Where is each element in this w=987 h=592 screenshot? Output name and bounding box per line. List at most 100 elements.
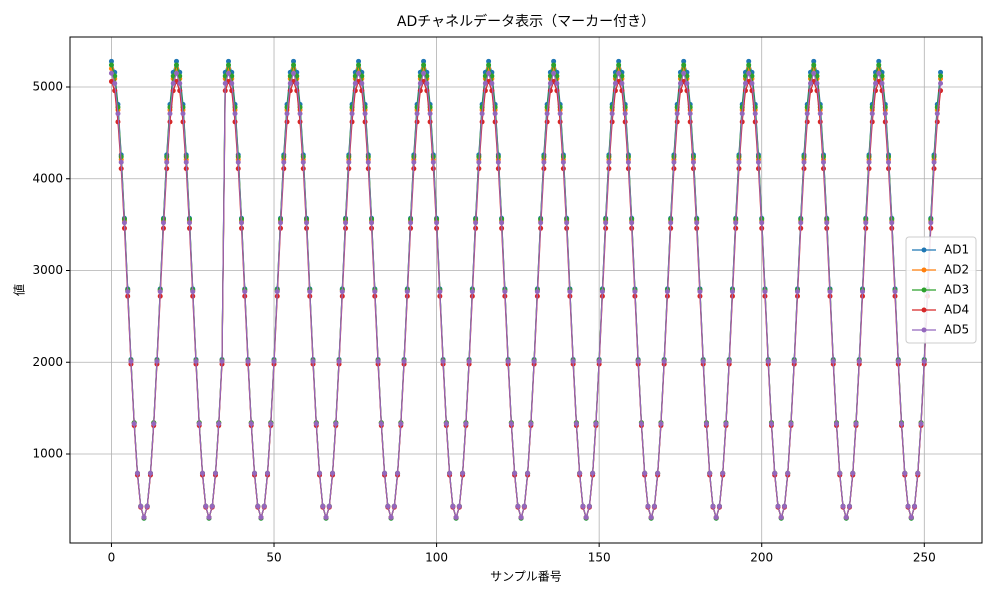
marker bbox=[177, 80, 183, 86]
marker bbox=[291, 58, 297, 64]
marker bbox=[869, 111, 875, 117]
chart-title: ADチャネルデータ表示（マーカー付き） bbox=[397, 13, 655, 30]
marker bbox=[827, 289, 833, 295]
marker bbox=[199, 470, 205, 476]
marker bbox=[551, 70, 557, 76]
marker bbox=[723, 421, 729, 427]
marker bbox=[154, 358, 160, 364]
legend-label: AD2 bbox=[944, 263, 969, 277]
marker bbox=[112, 80, 118, 86]
marker bbox=[762, 289, 768, 295]
marker bbox=[837, 470, 843, 476]
marker bbox=[173, 70, 179, 76]
marker bbox=[785, 470, 791, 476]
marker bbox=[378, 421, 384, 427]
marker bbox=[144, 503, 150, 509]
marker bbox=[899, 421, 905, 427]
marker bbox=[414, 111, 420, 117]
marker bbox=[265, 470, 271, 476]
marker bbox=[830, 358, 836, 364]
marker bbox=[918, 421, 924, 427]
marker bbox=[232, 111, 238, 117]
marker bbox=[235, 159, 241, 165]
marker bbox=[186, 220, 192, 226]
marker bbox=[359, 73, 365, 79]
marker bbox=[707, 470, 713, 476]
marker bbox=[873, 73, 879, 79]
marker bbox=[879, 73, 885, 79]
marker bbox=[170, 73, 176, 79]
marker bbox=[697, 289, 703, 295]
marker bbox=[173, 58, 179, 64]
marker bbox=[772, 470, 778, 476]
marker bbox=[804, 111, 810, 117]
marker bbox=[434, 220, 440, 226]
marker bbox=[583, 514, 589, 520]
marker bbox=[742, 80, 748, 86]
marker bbox=[599, 289, 605, 295]
legend: AD1 AD2 AD3 AD4 AD5 bbox=[905, 236, 977, 344]
marker bbox=[505, 358, 511, 364]
marker bbox=[460, 470, 466, 476]
marker bbox=[807, 80, 813, 86]
marker bbox=[421, 62, 427, 68]
marker bbox=[629, 220, 635, 226]
marker bbox=[147, 470, 153, 476]
marker bbox=[216, 421, 222, 427]
marker bbox=[138, 503, 144, 509]
marker bbox=[177, 73, 183, 79]
marker bbox=[746, 58, 752, 64]
marker bbox=[811, 70, 817, 76]
marker bbox=[401, 358, 407, 364]
marker bbox=[440, 358, 446, 364]
legend-label: AD5 bbox=[944, 323, 969, 337]
marker bbox=[222, 80, 228, 86]
series bbox=[108, 66, 944, 520]
marker bbox=[863, 220, 869, 226]
marker bbox=[193, 358, 199, 364]
marker bbox=[226, 70, 232, 76]
x-axis-label: サンプル番号 bbox=[490, 570, 562, 584]
marker bbox=[538, 220, 544, 226]
marker bbox=[843, 514, 849, 520]
marker bbox=[502, 289, 508, 295]
marker bbox=[372, 289, 378, 295]
y-axis-label: 値 bbox=[12, 284, 27, 296]
marker bbox=[817, 111, 823, 117]
marker bbox=[928, 220, 934, 226]
marker bbox=[612, 73, 618, 79]
marker bbox=[668, 220, 674, 226]
marker bbox=[362, 111, 368, 117]
marker bbox=[860, 289, 866, 295]
x-tick-label: 150 bbox=[588, 551, 611, 565]
marker bbox=[346, 159, 352, 165]
y-tick-label: 5000 bbox=[32, 80, 63, 94]
marker bbox=[850, 470, 856, 476]
marker bbox=[430, 159, 436, 165]
marker bbox=[801, 159, 807, 165]
marker bbox=[359, 80, 365, 86]
marker bbox=[521, 503, 527, 509]
marker bbox=[326, 503, 332, 509]
marker bbox=[912, 503, 918, 509]
marker bbox=[450, 503, 456, 509]
marker bbox=[609, 111, 615, 117]
marker bbox=[889, 220, 895, 226]
marker bbox=[525, 470, 531, 476]
marker bbox=[486, 58, 492, 64]
marker bbox=[443, 421, 449, 427]
marker bbox=[421, 58, 427, 64]
marker bbox=[681, 58, 687, 64]
legend-marker bbox=[921, 327, 927, 333]
marker bbox=[482, 73, 488, 79]
marker bbox=[495, 159, 501, 165]
marker bbox=[151, 421, 157, 427]
legend-box bbox=[905, 236, 977, 344]
marker bbox=[339, 289, 345, 295]
marker bbox=[612, 80, 618, 86]
marker bbox=[294, 80, 300, 86]
marker bbox=[677, 80, 683, 86]
marker bbox=[759, 220, 765, 226]
marker bbox=[173, 62, 179, 68]
marker bbox=[252, 470, 258, 476]
